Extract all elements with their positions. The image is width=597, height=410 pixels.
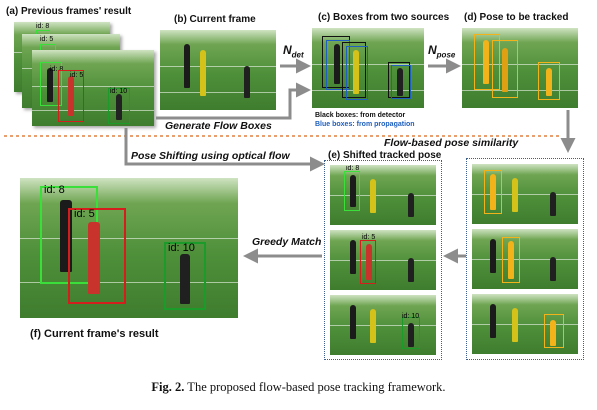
figure-caption-text: The proposed flow-based pose tracking fr… [184,380,446,394]
shifted-pose-frame-2: id: 5 [330,230,436,290]
current-frame-image [160,30,276,110]
current-result-image: id: 8 id: 5 id: 10 [20,178,238,318]
pose-to-track-image [462,28,578,108]
pose-similarity-panel [466,158,584,360]
n-pose-label: Npose [428,43,456,60]
generate-flow-label: Generate Flow Boxes [165,120,272,132]
previous-frame-front: id: 8 id: 5 id: 10 [32,50,154,126]
n-det-label: Ndet [283,43,304,60]
arrow-generate-flow [156,82,311,120]
id-tag: id: 5 [74,208,95,220]
greedy-match-label: Greedy Match [252,236,322,248]
pose-shifting-label: Pose Shifting using optical flow [131,150,290,162]
id-tag: id: 8 [346,165,360,172]
id-tag: id: 8 [50,66,64,73]
id-tag: id: 5 [70,72,84,79]
pose-candidate-frame-3 [472,294,578,354]
shifted-pose-frame-1: id: 8 [330,165,436,225]
id-tag: id: 5 [40,36,54,43]
id-tag: id: 5 [362,234,376,241]
flow-similarity-label: Flow-based pose similarity [384,137,519,149]
pose-candidate-frame-2 [472,229,578,289]
id-tag: id: 8 [36,23,50,30]
pose-candidate-frame-1 [472,164,578,224]
label-previous-frames: (a) Previous frames' result [6,6,132,17]
id-tag: id: 10 [110,88,128,95]
label-boxes-two-sources: (c) Boxes from two sources [318,12,450,23]
label-shifted-tracked-pose: (e) Shifted tracked pose [328,150,442,161]
legend-blue-boxes: Blue boxes: from propagation [315,121,415,128]
label-current-result: (f) Current frame's result [30,328,159,340]
id-tag: id: 10 [168,242,195,254]
legend-black-boxes: Black boxes: from detector [315,112,406,119]
figure-caption: Fig. 2. The proposed flow-based pose tra… [0,380,597,395]
shifted-pose-panel [324,160,442,360]
figure-number: Fig. 2. [151,380,185,394]
boxes-two-sources-image [312,28,424,108]
label-pose-to-track: (d) Pose to be tracked [464,12,569,23]
arrow-pose-shifting [124,128,325,172]
id-tag: id: 8 [44,184,65,196]
shifted-pose-frame-3: id: 10 [330,295,436,355]
id-tag: id: 10 [402,313,420,320]
label-current-frame: (b) Current frame [174,14,256,25]
